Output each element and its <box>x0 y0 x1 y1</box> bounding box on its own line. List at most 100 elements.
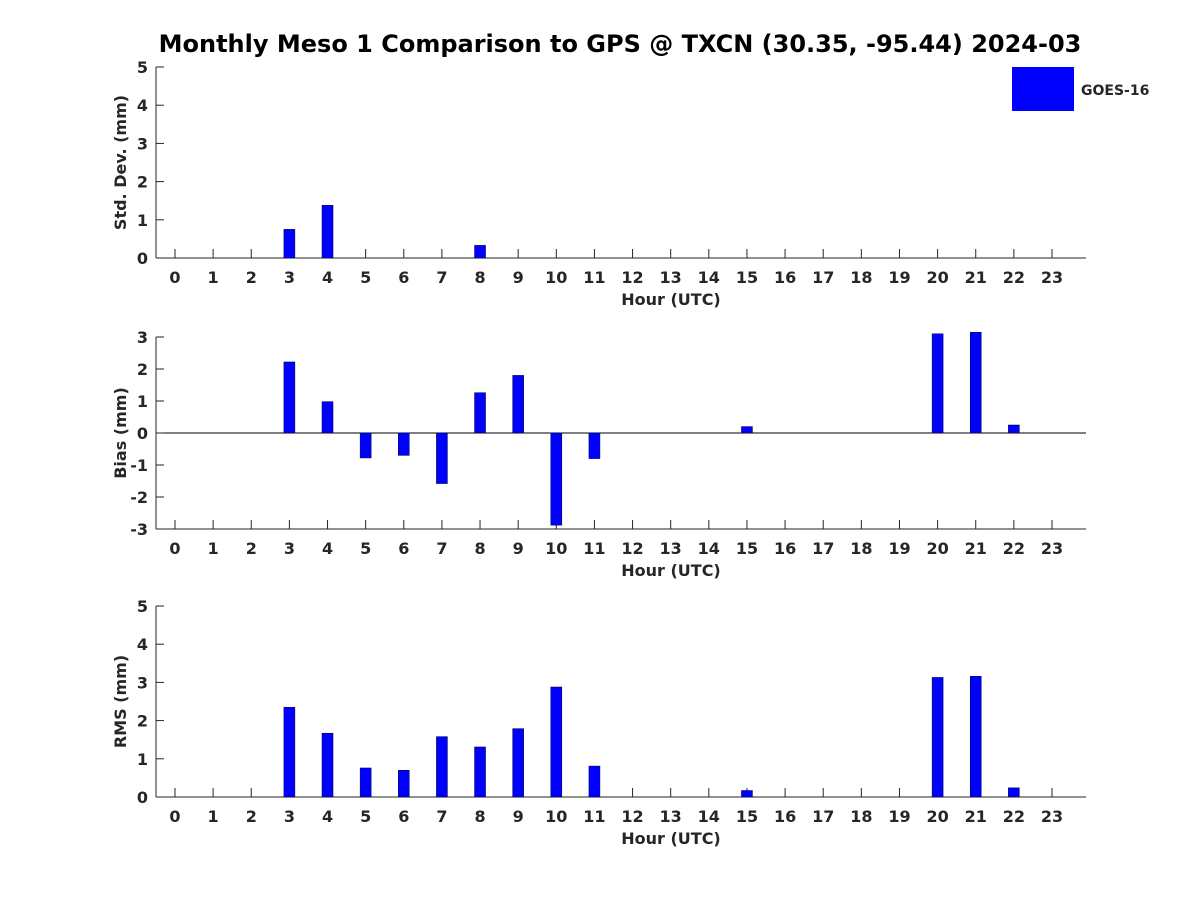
y-tick-label: 3 <box>137 673 148 692</box>
y-axis-label: Std. Dev. (mm) <box>111 95 130 230</box>
y-tick-label: 0 <box>137 788 148 807</box>
x-tick-label: 12 <box>621 807 643 826</box>
x-tick-label: 6 <box>398 268 409 287</box>
x-tick-label: 5 <box>360 539 371 558</box>
bar-hour-10 <box>550 686 563 798</box>
bar-hour-4 <box>321 401 334 434</box>
bar-hour-5 <box>359 432 372 459</box>
x-tick-label: 8 <box>474 268 485 287</box>
bar-hour-8 <box>474 245 486 259</box>
y-tick-label: 0 <box>137 424 148 443</box>
x-tick-label: 19 <box>888 807 910 826</box>
bar-hour-3 <box>283 229 296 259</box>
x-tick-label: 20 <box>926 807 948 826</box>
bar-hour-15 <box>741 790 753 798</box>
x-tick-label: 10 <box>545 539 567 558</box>
bar-hour-9 <box>512 375 524 434</box>
bar-hour-7 <box>436 736 448 798</box>
x-tick-label: 6 <box>398 807 409 826</box>
x-tick-label: 14 <box>698 807 720 826</box>
x-tick-label: 11 <box>583 807 605 826</box>
bar-hour-7 <box>436 432 448 484</box>
x-tick-label: 17 <box>812 268 834 287</box>
x-tick-label: 13 <box>660 268 682 287</box>
bar-hour-22 <box>1008 787 1020 798</box>
x-tick-label: 14 <box>698 268 720 287</box>
x-tick-label: 3 <box>284 268 295 287</box>
x-tick-label: 2 <box>246 539 257 558</box>
legend: GOES-16 <box>1012 67 1149 111</box>
x-tick-label: 22 <box>1003 539 1025 558</box>
bar-hour-5 <box>359 767 372 798</box>
x-tick-label: 0 <box>169 539 180 558</box>
x-tick-label: 18 <box>850 539 872 558</box>
bar-hour-8 <box>474 746 486 798</box>
chart-title: Monthly Meso 1 Comparison to GPS @ TXCN … <box>158 30 1082 58</box>
y-axis-label: RMS (mm) <box>111 655 130 748</box>
x-tick-label: 6 <box>398 539 409 558</box>
x-axis-label: Hour (UTC) <box>621 829 721 848</box>
x-tick-label: 5 <box>360 268 371 287</box>
y-tick-label: 0 <box>137 249 148 268</box>
y-tick-label: 2 <box>137 360 148 379</box>
x-tick-label: 1 <box>208 807 219 826</box>
x-tick-label: 20 <box>926 539 948 558</box>
y-tick-label: 2 <box>137 712 148 731</box>
bar-hour-8 <box>474 392 486 434</box>
x-tick-label: 1 <box>208 268 219 287</box>
x-tick-label: 11 <box>583 539 605 558</box>
y-tick-label: -3 <box>130 520 148 539</box>
x-tick-label: 9 <box>513 539 524 558</box>
x-tick-label: 23 <box>1041 268 1063 287</box>
y-tick-label: -1 <box>130 456 148 475</box>
y-tick-label: 1 <box>137 211 148 230</box>
y-tick-label: 4 <box>137 96 148 115</box>
x-tick-label: 7 <box>436 539 447 558</box>
x-tick-label: 9 <box>513 268 524 287</box>
x-tick-label: 15 <box>736 539 758 558</box>
legend-swatch <box>1012 67 1074 111</box>
x-tick-label: 15 <box>736 268 758 287</box>
y-tick-label: 1 <box>137 750 148 769</box>
x-tick-label: 3 <box>284 539 295 558</box>
y-tick-label: -2 <box>130 488 148 507</box>
bar-hour-9 <box>512 728 524 798</box>
x-tick-label: 23 <box>1041 807 1063 826</box>
x-axis-label: Hour (UTC) <box>621 561 721 580</box>
bar-hour-22 <box>1008 424 1020 434</box>
x-tick-label: 17 <box>812 807 834 826</box>
x-tick-label: 2 <box>246 807 257 826</box>
x-tick-label: 18 <box>850 807 872 826</box>
x-tick-label: 21 <box>965 807 987 826</box>
legend-label: GOES-16 <box>1081 83 1149 99</box>
x-tick-label: 5 <box>360 807 371 826</box>
x-tick-label: 12 <box>621 268 643 287</box>
x-tick-label: 10 <box>545 807 567 826</box>
x-tick-label: 3 <box>284 807 295 826</box>
x-tick-label: 0 <box>169 807 180 826</box>
y-axis-label: Bias (mm) <box>111 387 130 479</box>
bar-hour-6 <box>398 432 410 456</box>
bar-hour-21 <box>969 676 982 798</box>
bar-hour-11 <box>588 432 601 459</box>
x-tick-label: 13 <box>660 539 682 558</box>
x-tick-label: 14 <box>698 539 720 558</box>
x-tick-label: 4 <box>322 539 333 558</box>
x-tick-label: 22 <box>1003 807 1025 826</box>
x-tick-label: 23 <box>1041 539 1063 558</box>
x-tick-label: 17 <box>812 539 834 558</box>
x-tick-label: 20 <box>926 268 948 287</box>
y-tick-label: 3 <box>137 328 148 347</box>
x-tick-label: 8 <box>474 807 485 826</box>
bar-hour-3 <box>283 361 296 434</box>
x-tick-label: 7 <box>436 268 447 287</box>
x-tick-label: 11 <box>583 268 605 287</box>
x-tick-label: 16 <box>774 807 796 826</box>
bar-hour-20 <box>931 333 944 434</box>
x-tick-label: 4 <box>322 268 333 287</box>
x-tick-label: 16 <box>774 268 796 287</box>
